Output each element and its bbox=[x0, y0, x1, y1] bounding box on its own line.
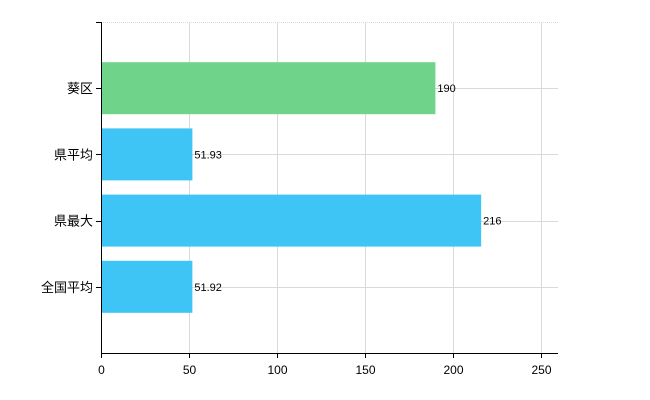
category-label-1: 県平均 bbox=[54, 148, 93, 163]
bars bbox=[101, 62, 482, 313]
x-tick-label-5: 250 bbox=[531, 363, 551, 377]
category-label-3: 全国平均 bbox=[41, 280, 93, 296]
x-tick-label-2: 100 bbox=[267, 363, 287, 377]
category-label-0: 葵区 bbox=[67, 82, 93, 97]
bar-0 bbox=[101, 62, 436, 115]
x-tick-label-1: 50 bbox=[183, 363, 197, 377]
x-tick-label-3: 150 bbox=[355, 363, 375, 377]
bar-1 bbox=[101, 128, 193, 181]
x-tick-label-4: 200 bbox=[443, 363, 463, 377]
x-tick-label-0: 0 bbox=[98, 363, 105, 377]
data-label-0: 190 bbox=[437, 83, 455, 95]
data-label-1: 51.93 bbox=[194, 149, 222, 161]
data-label-3: 51.92 bbox=[194, 282, 222, 294]
bar-2 bbox=[101, 194, 482, 247]
category-label-2: 県最大 bbox=[54, 215, 93, 230]
bar-3 bbox=[101, 260, 193, 313]
labels: 190 葵区 51.93 県平均 216 県最大 51.92 全国平均 0 50 100 150 200… bbox=[41, 82, 552, 377]
data-label-2: 216 bbox=[483, 216, 501, 228]
axes bbox=[96, 22, 558, 358]
